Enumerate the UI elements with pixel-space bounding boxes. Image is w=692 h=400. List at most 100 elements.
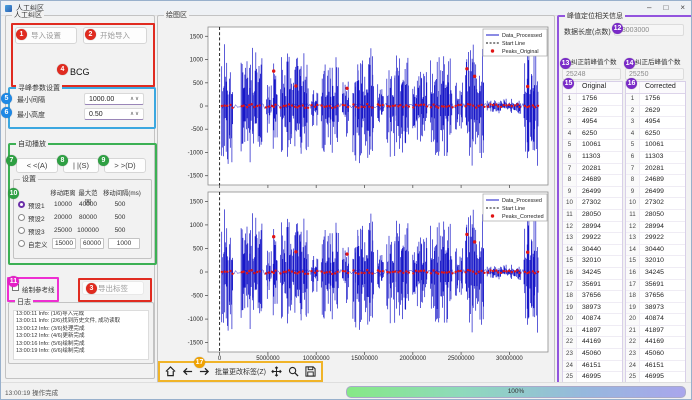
table-row[interactable]: 611303 (563, 152, 622, 164)
preset-radio[interactable] (18, 214, 25, 221)
table-row[interactable]: 1430440 (563, 245, 622, 257)
batch-edit-labels-button[interactable]: 批量更改标签(Z) (215, 367, 266, 377)
table-row[interactable]: 1634245 (563, 268, 622, 280)
svg-text:30000000: 30000000 (496, 356, 523, 362)
table-row[interactable]: 1128050 (626, 210, 685, 222)
zoom-icon[interactable] (288, 365, 300, 378)
table-row[interactable]: 1228994 (563, 222, 622, 234)
pan-icon[interactable] (271, 365, 283, 378)
save-icon[interactable] (305, 365, 317, 378)
table-row[interactable]: 1329922 (626, 233, 685, 245)
table-row[interactable]: 22629 (626, 106, 685, 118)
peak-params-group: 寻峰参数设置 最小间隔 1000.00 ∧∨ 最小高度 0.50 ∧∨ (8, 87, 156, 129)
preset-value: 20000 (50, 214, 76, 221)
data-length-label: 数据长度(点数) (564, 27, 611, 37)
preset-row[interactable]: 预设11000040000500 (14, 198, 151, 211)
table-row[interactable]: 824689 (626, 175, 685, 187)
table-row[interactable]: 1532010 (626, 256, 685, 268)
table-row[interactable]: 34954 (626, 117, 685, 129)
preset-value-input[interactable]: 1000 (108, 238, 140, 249)
step-back-button[interactable]: < <(A) (16, 158, 58, 173)
table-row[interactable]: 1228994 (626, 222, 685, 234)
table-row[interactable]: 1027302 (563, 198, 622, 210)
table-row[interactable]: 510061 (563, 140, 622, 152)
original-peaks-table[interactable]: Original11756226293495446250510061611303… (562, 81, 623, 383)
corrected-peaks-table[interactable]: Corrected1175622629349544625051006161130… (625, 81, 686, 383)
table-row[interactable]: 926499 (563, 187, 622, 199)
preset-value: 10000 (50, 201, 76, 208)
table-row[interactable]: 2345060 (563, 349, 622, 361)
table-row[interactable]: 720281 (563, 164, 622, 176)
preset-rows: 预设11000040000500预设22000080000500预设325000… (14, 198, 151, 250)
table-row[interactable]: 926499 (626, 187, 685, 199)
table-row[interactable]: 2141897 (626, 326, 685, 338)
svg-text:Peaks_Original: Peaks_Original (502, 49, 539, 55)
spinner-arrows-icon[interactable]: ∧∨ (130, 111, 143, 117)
pause-button[interactable]: | |(S) (63, 158, 99, 173)
table-row[interactable]: 2345060 (626, 349, 685, 361)
table-row[interactable]: 1735691 (626, 280, 685, 292)
svg-text:500: 500 (193, 247, 204, 253)
chart-peaks-original[interactable]: -1500-1000-500050010001500Data_Processed… (159, 23, 551, 189)
table-row[interactable]: 22629 (563, 106, 622, 118)
annotation-badge-6: 6 (1, 107, 12, 118)
svg-text:1500: 1500 (190, 199, 204, 205)
back-icon[interactable] (181, 365, 193, 378)
table-row[interactable]: 1027302 (626, 198, 685, 210)
table-row[interactable]: 2244169 (563, 337, 622, 349)
table-row[interactable]: 46250 (626, 129, 685, 141)
table-row[interactable]: 1735691 (563, 280, 622, 292)
maximize-button[interactable]: □ (663, 1, 668, 15)
min-interval-spinner[interactable]: 1000.00 ∧∨ (84, 93, 144, 105)
table-row[interactable]: 2141897 (563, 326, 622, 338)
log-title: 日志 (15, 298, 33, 307)
table-row[interactable]: 720281 (626, 164, 685, 176)
table-row[interactable]: 11756 (626, 94, 685, 106)
table-row[interactable]: 46250 (563, 129, 622, 141)
table-row[interactable]: 34954 (563, 117, 622, 129)
table-row[interactable]: 1938973 (626, 303, 685, 315)
signal-type-label: BCG (70, 67, 90, 77)
status-message: 13:00:19 操作完成 (5, 387, 58, 397)
home-icon[interactable] (164, 365, 176, 378)
spinner-arrows-icon[interactable]: ∧∨ (130, 96, 143, 102)
minimize-button[interactable]: – (647, 1, 651, 15)
table-row[interactable]: 2446151 (626, 361, 685, 373)
autoplay-settings-group: 设置 移动距离 最大范围 移动间隔(ms) 预设11000040000500预设… (13, 179, 152, 259)
table-row[interactable]: 1837656 (626, 291, 685, 303)
table-row[interactable]: 2244169 (626, 337, 685, 349)
table-row[interactable]: 1634245 (626, 268, 685, 280)
table-row[interactable]: 2446151 (563, 361, 622, 373)
table-row[interactable]: 611303 (626, 152, 685, 164)
preset-value-input[interactable]: 15000 (52, 238, 76, 249)
table-row[interactable]: 824689 (563, 175, 622, 187)
log-group: 日志 13:00:11 Info: (1/6)导入完成13:00:11 Info… (8, 302, 154, 364)
preset-radio[interactable] (18, 201, 25, 208)
table-row[interactable]: 1329922 (563, 233, 622, 245)
preset-value-input[interactable]: 60000 (80, 238, 104, 249)
preset-radio[interactable] (18, 227, 25, 234)
annotation-badge-12: 12 (612, 23, 623, 34)
preset-row[interactable]: 预设325000100000500 (14, 224, 151, 237)
close-button[interactable]: × (680, 1, 685, 15)
table-row[interactable]: 510061 (626, 140, 685, 152)
preset-row[interactable]: 预设22000080000500 (14, 211, 151, 224)
min-height-spinner[interactable]: 0.50 ∧∨ (84, 108, 144, 120)
table-row[interactable]: 1532010 (563, 256, 622, 268)
svg-text:500: 500 (193, 81, 204, 87)
table-row[interactable]: 2040874 (563, 314, 622, 326)
preset-radio[interactable] (18, 240, 25, 247)
table-row[interactable]: 1837656 (563, 291, 622, 303)
table-row[interactable]: 1128050 (563, 210, 622, 222)
panel-title: 人工纠区 (12, 11, 44, 20)
table-row[interactable]: 1938973 (563, 303, 622, 315)
log-list[interactable]: 13:00:11 Info: (1/6)导入完成13:00:11 Info: (… (13, 310, 149, 360)
table-row[interactable]: 11756 (563, 94, 622, 106)
preset-row[interactable]: 自定义15000600001000 (14, 237, 151, 250)
table-row[interactable]: 2040874 (626, 314, 685, 326)
table-row[interactable]: 1430440 (626, 245, 685, 257)
status-bar: 13:00:19 操作完成 100% (1, 382, 691, 399)
plot-area-title: 绘图区 (164, 11, 189, 20)
chart-peaks-corrected[interactable]: -1500-1000-50005001000150005000000100000… (159, 189, 551, 363)
step-forward-button[interactable]: > >(D) (104, 158, 146, 173)
